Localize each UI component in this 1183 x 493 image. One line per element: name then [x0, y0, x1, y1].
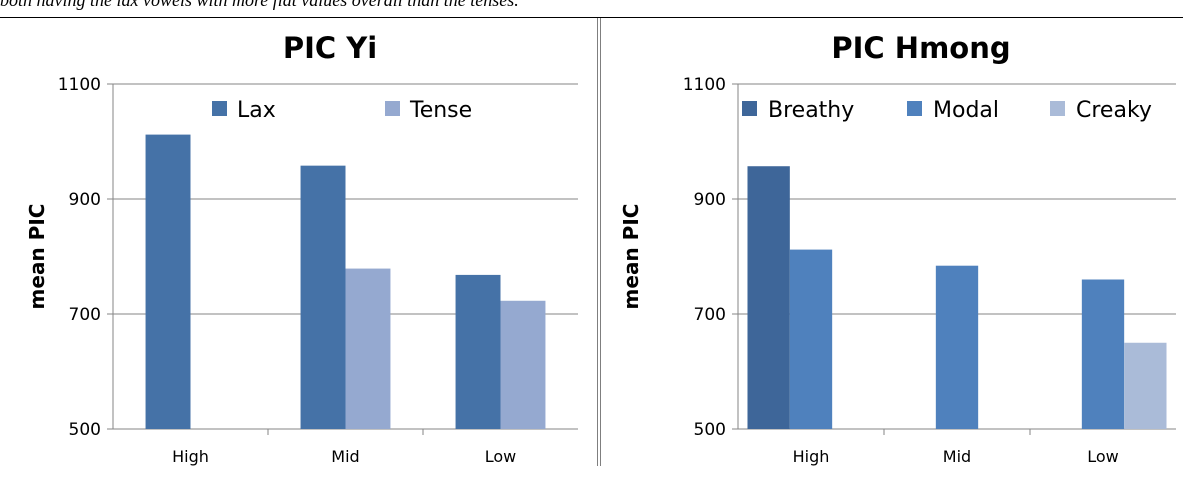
- y-axis-label: mean PIC: [619, 204, 643, 310]
- legend-swatch-creaky: [1050, 101, 1065, 116]
- y-tick-label: 900: [694, 190, 726, 210]
- legend-label-breathy: Breathy: [768, 98, 854, 123]
- chart-divider-right: [600, 18, 601, 466]
- x-tick-label: Low: [485, 447, 517, 466]
- legend-label-tense: Tense: [409, 98, 472, 123]
- bar-tense-low: [500, 300, 546, 429]
- y-tick-label: 1100: [683, 75, 726, 95]
- legend-swatch-modal: [907, 101, 922, 116]
- chart-pic-hmong: PIC Hmong mean PIC 500 700 900 1100 High Mid Low…: [619, 31, 1176, 466]
- bar-modal-low: [1081, 279, 1125, 429]
- legend-swatch-tense: [385, 101, 400, 116]
- legend-label-modal: Modal: [933, 98, 999, 123]
- legend-label-lax: Lax: [237, 98, 276, 123]
- y-tick-label: 500: [69, 420, 101, 440]
- bar-breathy-high: [747, 166, 790, 429]
- legend-swatch-breathy: [742, 101, 757, 116]
- x-tick-label: Mid: [331, 447, 359, 466]
- bar-tense-mid: [345, 268, 391, 429]
- legend-label-creaky: Creaky: [1076, 98, 1152, 123]
- x-tick-label: High: [793, 447, 830, 466]
- bar-lax-mid: [300, 165, 346, 429]
- bar-modal-mid: [935, 265, 979, 429]
- chart-divider-left: [597, 18, 598, 466]
- x-tick-label: Mid: [943, 447, 971, 466]
- chart-title: PIC Hmong: [831, 31, 1010, 65]
- y-tick-label: 900: [69, 190, 101, 210]
- chart-title: PIC Yi: [283, 31, 377, 65]
- top-rule: [0, 17, 1183, 18]
- y-axis-label: mean PIC: [25, 204, 49, 310]
- caption-text: both having the lax vowels with more fla…: [0, 0, 519, 10]
- legend-swatch-lax: [212, 101, 227, 116]
- bar-creaky-low: [1124, 342, 1167, 429]
- bar-lax-low: [455, 274, 501, 429]
- bar-modal-high: [789, 249, 833, 429]
- y-tick-label: 1100: [58, 75, 101, 95]
- bar-lax-high: [145, 134, 191, 429]
- x-tick-label: Low: [1087, 447, 1119, 466]
- chart-pic-yi: PIC Yi mean PIC 500 700 900 1100 High Mid Low Lax…: [25, 31, 578, 466]
- y-tick-label: 700: [69, 305, 101, 325]
- y-tick-label: 700: [694, 305, 726, 325]
- x-tick-label: High: [172, 447, 209, 466]
- y-tick-label: 500: [694, 420, 726, 440]
